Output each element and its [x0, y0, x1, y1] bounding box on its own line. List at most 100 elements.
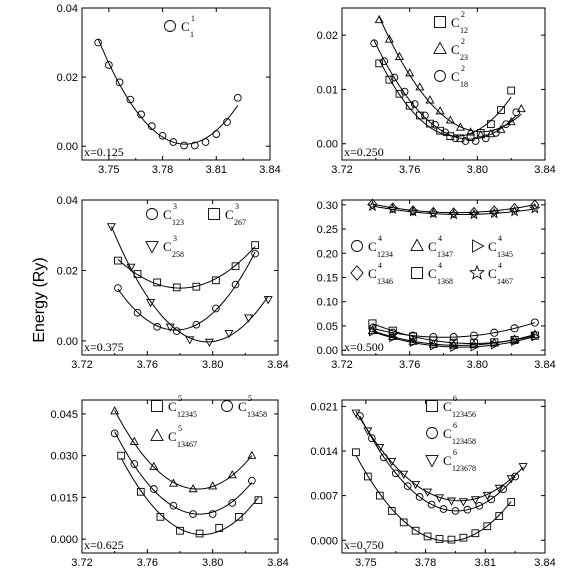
legend-name: C: [163, 239, 172, 254]
y-tick-label: 0.04: [57, 3, 78, 15]
data-point-12345: [117, 451, 126, 460]
legend-item-12345: C5 12345: [151, 394, 197, 419]
legend-item-123458: C6 123458: [426, 421, 476, 446]
legend-subscript: 123458: [452, 437, 476, 446]
data-point-1: [180, 141, 188, 150]
legend-marker: [434, 16, 446, 28]
chart-panel-2: 3.72 3.76 3.80 3.840.000.010.02x=0.250C212C…: [317, 7, 556, 176]
data-point-1: [126, 95, 135, 104]
y-tick-label: 0.021: [310, 401, 338, 413]
data-point-12: [507, 86, 516, 95]
legend-subscript: 23: [460, 53, 468, 62]
legend-name: C: [368, 266, 377, 281]
data-point-123678: [518, 463, 528, 472]
y-tick-label: 0.15: [317, 273, 338, 285]
y-tick-label: 0.045: [50, 409, 78, 421]
data-point-123456: [507, 498, 516, 506]
data-point-1368: [368, 319, 377, 328]
data-point-23: [466, 127, 476, 136]
data-point-123: [231, 280, 240, 289]
data-point-123456: [364, 472, 372, 481]
legend-item-13458: C5 13458: [221, 394, 267, 419]
data-point-123458: [427, 500, 436, 509]
x-tick-label: 3.84: [259, 164, 280, 176]
legend-subscript: 123678: [452, 464, 476, 473]
data-point-18: [441, 128, 450, 137]
legend-superscript: 4: [438, 234, 442, 243]
data-point-18: [512, 108, 521, 117]
data-point-123678: [423, 488, 433, 497]
legend-item-1346: C4 1346: [350, 261, 393, 286]
data-point-123458: [391, 469, 400, 478]
y-tick-label: 0.00: [317, 345, 338, 357]
legend-subscript: 1345: [497, 250, 513, 259]
data-point-13467: [110, 406, 120, 415]
data-point-12: [476, 129, 485, 137]
legend-name: C: [488, 266, 497, 281]
data-point-18: [400, 87, 409, 96]
data-point-12: [497, 106, 505, 114]
y-tick-label: 0.05: [317, 321, 338, 333]
fit-curve-123: [117, 251, 256, 331]
data-point-123678: [470, 496, 480, 505]
chart-panel-6: 3.75 3.78 3.81 3.84 0.000 0.007 0.014 0.021 x=0.…: [310, 394, 555, 569]
legend-subscript: 1368: [437, 277, 453, 286]
data-point-23: [384, 34, 394, 43]
legend-item-1: C1 1: [164, 14, 195, 39]
data-point-1345: [450, 342, 459, 352]
data-point-258: [204, 338, 214, 347]
data-point-1368: [449, 338, 458, 347]
data-point-18: [410, 100, 419, 108]
data-point-1: [190, 141, 199, 150]
data-point-267: [212, 276, 220, 285]
data-point-18: [502, 120, 510, 129]
data-point-1368: [530, 331, 539, 340]
x-tick-label: 3.84: [534, 164, 555, 176]
data-point-1467: [387, 203, 399, 215]
x-tick-label: 3.76: [399, 164, 420, 176]
y-tick-label: 0.04: [57, 195, 78, 207]
legend-item-123456: C6 123456: [426, 394, 476, 419]
data-point-18: [451, 134, 460, 143]
composition-label: x=0.125: [84, 145, 124, 159]
legend-item-13467: C5 13467: [150, 424, 197, 449]
x-tick-label: 3.81: [475, 557, 496, 569]
legend-subscript: 18: [460, 80, 468, 89]
x-tick-label: 3.78: [415, 557, 436, 569]
data-point-123458: [403, 482, 412, 490]
data-point-23: [496, 124, 506, 133]
legend-superscript: 6: [453, 394, 457, 403]
fit-curve-12345: [120, 457, 259, 536]
composition-label: x=0.625: [84, 538, 124, 552]
data-point-258: [244, 314, 254, 323]
legend-marker: [410, 238, 424, 251]
data-point-123: [172, 327, 181, 335]
data-point-267: [192, 282, 201, 291]
legend-superscript: 2: [461, 37, 465, 46]
data-point-123458: [475, 501, 484, 510]
fit-curve-12: [378, 59, 512, 137]
data-point-1: [212, 130, 221, 138]
legend-subscript: 1346: [377, 277, 393, 286]
legend-superscript: 4: [378, 261, 382, 270]
legend-marker: [411, 267, 423, 279]
data-point-1467: [407, 205, 419, 217]
data-point-123458: [368, 434, 376, 443]
data-point-123458: [511, 472, 519, 481]
plot-frame: [81, 7, 271, 161]
data-point-12: [487, 120, 495, 129]
legend-subscript: 13458: [247, 410, 267, 419]
data-point-123: [133, 308, 142, 317]
data-point-1467: [508, 205, 521, 217]
data-point-123458: [463, 505, 472, 514]
y-tick-label: 0.02: [317, 30, 338, 42]
x-tick-label: 3.84: [534, 359, 555, 371]
x-tick-label: 3.84: [534, 557, 555, 569]
y-tick-label: 0.02: [57, 265, 78, 277]
legend-name: C: [443, 399, 452, 414]
legend-marker: [164, 20, 176, 32]
data-point-123456: [387, 507, 396, 515]
data-point-18: [471, 137, 480, 145]
legend-superscript: 4: [498, 261, 502, 270]
